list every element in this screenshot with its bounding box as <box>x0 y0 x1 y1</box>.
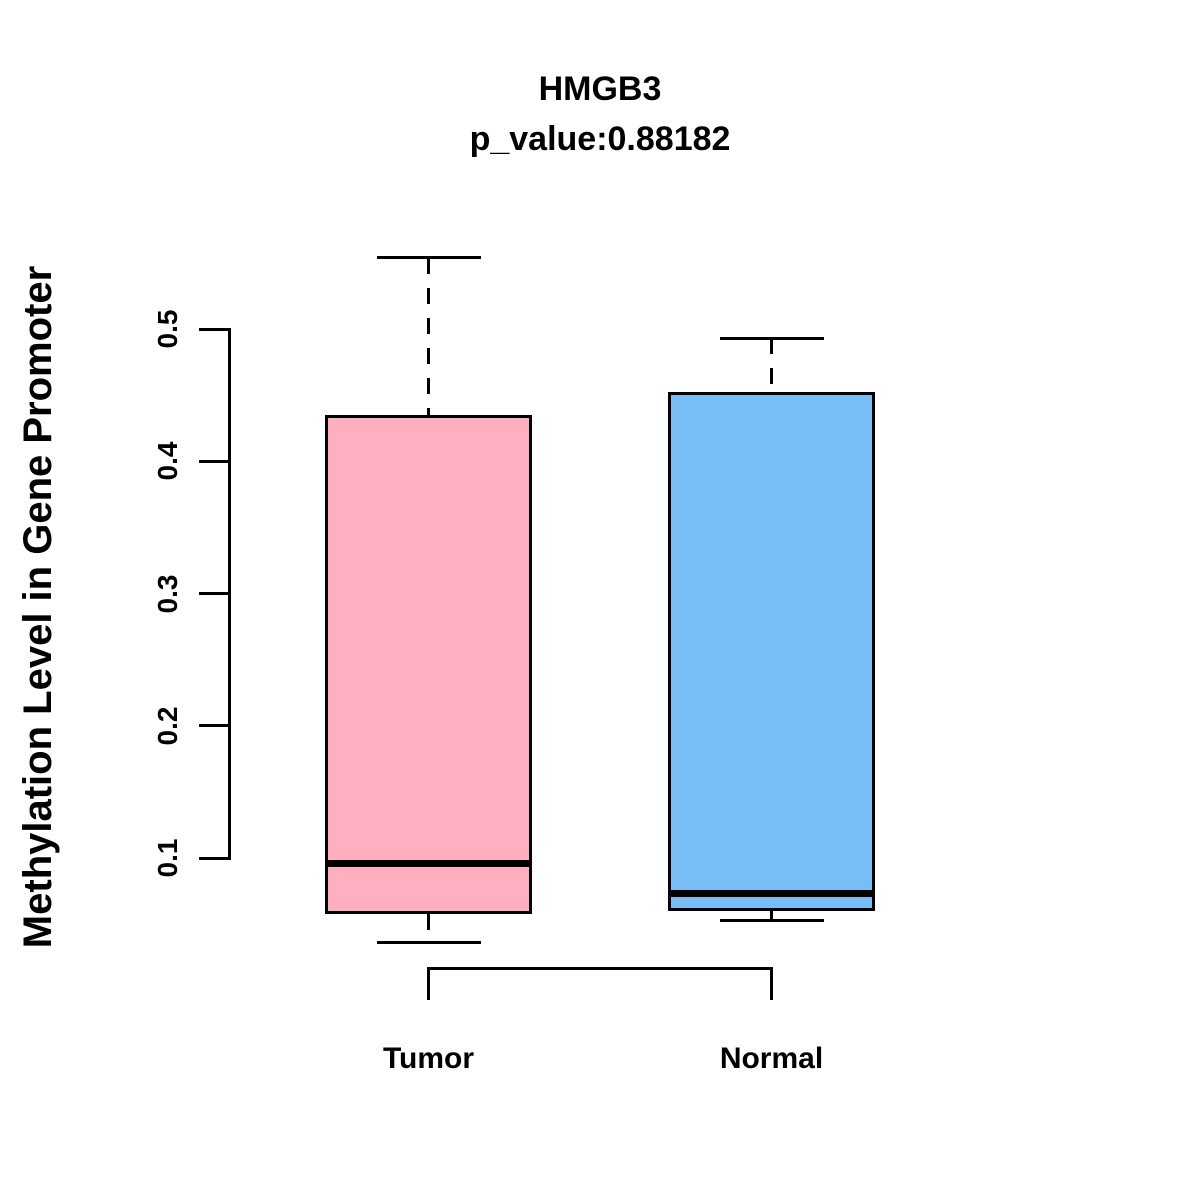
y-axis-tick <box>199 592 229 595</box>
boxplot-box-normal <box>668 392 875 911</box>
y-axis-tick <box>199 856 229 860</box>
whisker-cap-upper-tumor <box>376 256 481 260</box>
x-axis-tick-normal <box>770 968 773 1000</box>
y-axis-tick <box>199 327 229 331</box>
y-axis-tick <box>199 459 229 463</box>
whisker-cap-lower-tumor <box>376 941 481 945</box>
box-median-normal <box>668 890 875 898</box>
y-axis-tick-label: 0.3 <box>152 574 183 613</box>
whisker-upper-normal <box>770 338 773 393</box>
whisker-lower-normal <box>770 910 773 921</box>
y-axis-tick-label: 0.4 <box>152 441 183 481</box>
x-axis-label-normal: Normal <box>719 1042 824 1075</box>
whisker-cap-lower-normal <box>719 918 824 922</box>
y-axis-tick-label: 0.2 <box>152 706 183 746</box>
y-axis-title: Methylation Level in Gene Promoter <box>16 265 60 949</box>
box-median-tumor <box>325 859 532 867</box>
y-axis-tick <box>199 724 229 728</box>
x-axis-line <box>427 966 773 970</box>
boxplot-box-tumor <box>325 414 532 914</box>
y-axis-tick-label: 0.1 <box>152 838 183 878</box>
y-axis-tick-label: 0.5 <box>152 309 183 349</box>
x-axis-tick-tumor <box>427 968 430 1000</box>
x-axis-label-tumor: Tumor <box>382 1042 475 1075</box>
y-axis-line <box>227 327 231 860</box>
whisker-upper-tumor <box>427 257 430 415</box>
whisker-lower-tumor <box>427 913 430 943</box>
whisker-cap-upper-normal <box>719 336 824 340</box>
p-value-subtitle: p_value:0.88182 <box>469 120 731 158</box>
plot-title: HMGB3 <box>538 70 662 108</box>
